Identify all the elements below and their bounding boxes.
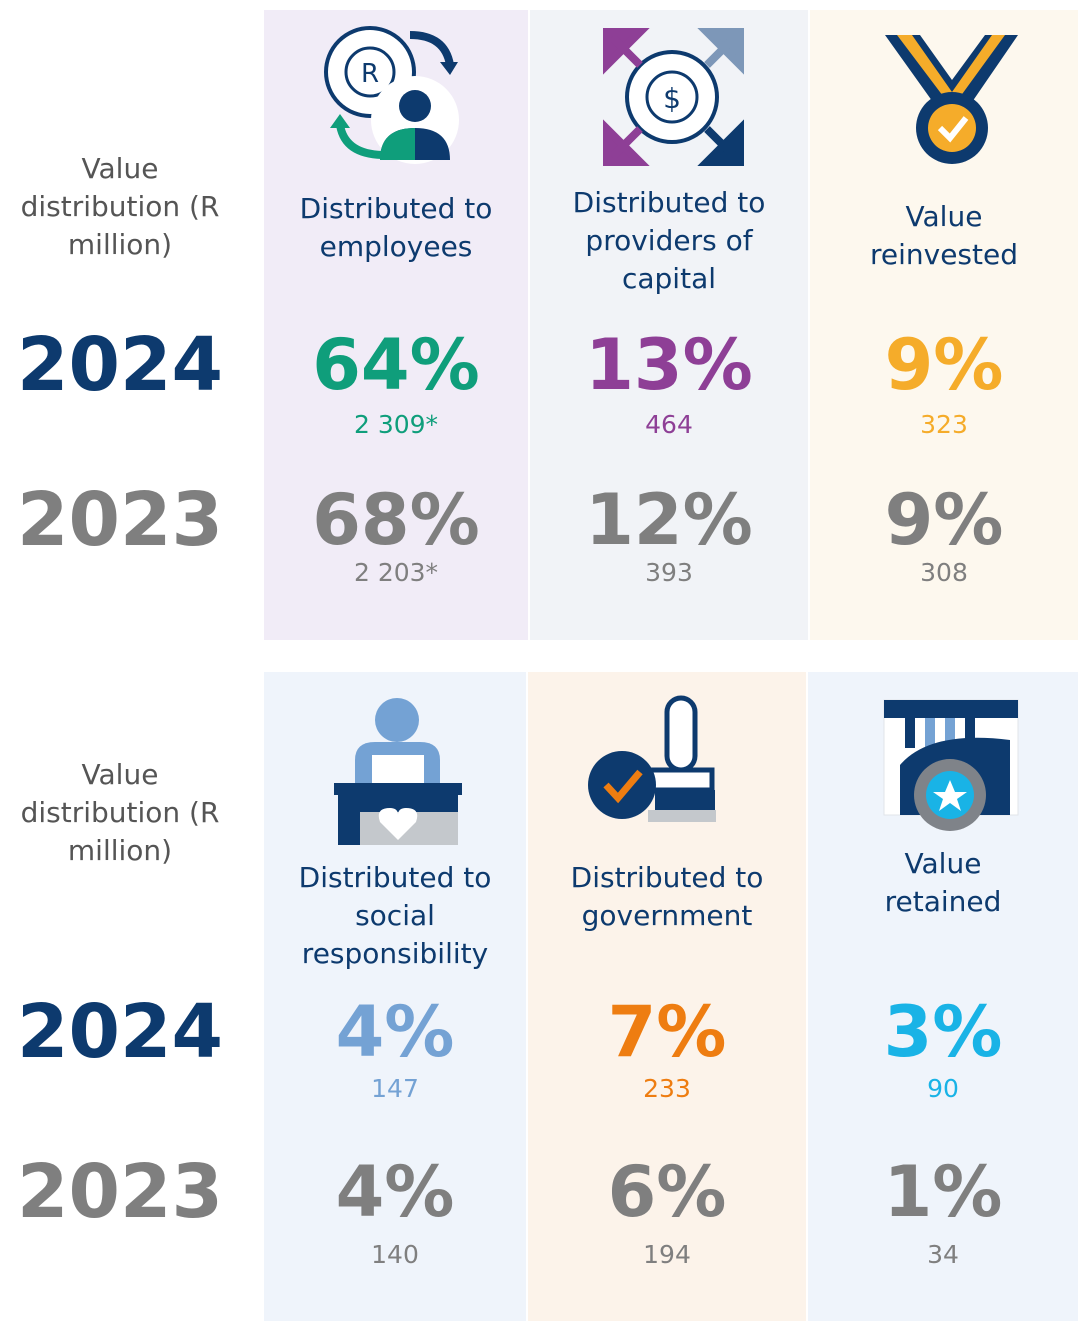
amount: 2 203* bbox=[353, 558, 439, 587]
percentage: 6% bbox=[607, 1151, 727, 1233]
row-label: Value distribution (R million) bbox=[20, 758, 220, 867]
column-label: Distributed to government bbox=[570, 861, 764, 932]
amount: 464 bbox=[645, 410, 693, 439]
amount: 194 bbox=[643, 1240, 691, 1269]
percentage: 1% bbox=[883, 1151, 1003, 1233]
amount: 2 309* bbox=[353, 410, 439, 439]
amount: 323 bbox=[920, 410, 968, 439]
year-label: 2024 bbox=[17, 322, 223, 408]
amount: 90 bbox=[927, 1074, 959, 1103]
percentage: 7% bbox=[607, 991, 727, 1073]
column-label: Value reinvested bbox=[869, 200, 1018, 271]
percentage: 4% bbox=[335, 1151, 455, 1233]
amount: 140 bbox=[371, 1240, 419, 1269]
percentage: 68% bbox=[312, 479, 480, 561]
amount: 393 bbox=[645, 558, 693, 587]
year-label: 2023 bbox=[17, 477, 223, 563]
column-label: Distributed to providers of capital bbox=[572, 186, 766, 295]
year-label: 2024 bbox=[17, 989, 223, 1075]
percentage: 13% bbox=[585, 324, 753, 406]
percentage: 12% bbox=[585, 479, 753, 561]
percentage: 9% bbox=[884, 324, 1004, 406]
row-label: Value distribution (R million) bbox=[20, 152, 220, 261]
amount: 308 bbox=[920, 558, 968, 587]
percentage: 9% bbox=[884, 479, 1004, 561]
column-label: Distributed to social responsibility bbox=[298, 861, 492, 970]
amount: 34 bbox=[927, 1240, 959, 1269]
percentage: 64% bbox=[312, 324, 480, 406]
column-label: Distributed to employees bbox=[299, 192, 493, 263]
column-label: Value retained bbox=[884, 847, 1002, 918]
amount: 147 bbox=[371, 1074, 419, 1103]
percentage: 3% bbox=[883, 991, 1003, 1073]
percentage: 4% bbox=[335, 991, 455, 1073]
year-label: 2023 bbox=[17, 1149, 223, 1235]
amount: 233 bbox=[643, 1074, 691, 1103]
